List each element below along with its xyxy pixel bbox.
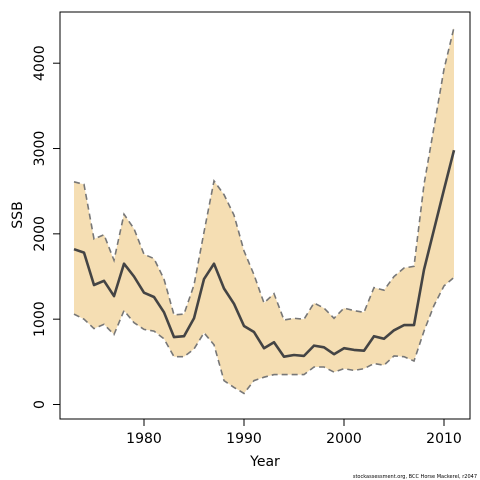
y-tick-label: 3000 (32, 131, 48, 167)
x-tick-label: 1980 (126, 431, 162, 447)
lower-bound-line (73, 276, 455, 395)
confidence-band (74, 27, 454, 394)
x-axis-title: Year (249, 454, 280, 470)
x-tick-label: 2000 (326, 431, 362, 447)
y-tick-label: 2000 (32, 216, 48, 252)
y-tick-label: 1000 (32, 301, 48, 337)
y-axis-title: SSB (10, 201, 26, 228)
series-line-layer (73, 27, 456, 395)
confidence-band-layer (74, 27, 454, 394)
x-tick-label: 1990 (226, 431, 262, 447)
y-axis: 0 1000 2000 3000 4000 (32, 45, 61, 409)
ssb-estimate-line (73, 149, 456, 359)
y-tick-label: 4000 (32, 45, 48, 81)
source-note: stockassessment.org, BCC Horse Mackerel,… (353, 474, 477, 480)
x-axis: 1980 1990 2000 2010 (126, 418, 462, 447)
y-tick-label: 0 (32, 400, 48, 409)
x-tick-label: 2010 (426, 431, 462, 447)
